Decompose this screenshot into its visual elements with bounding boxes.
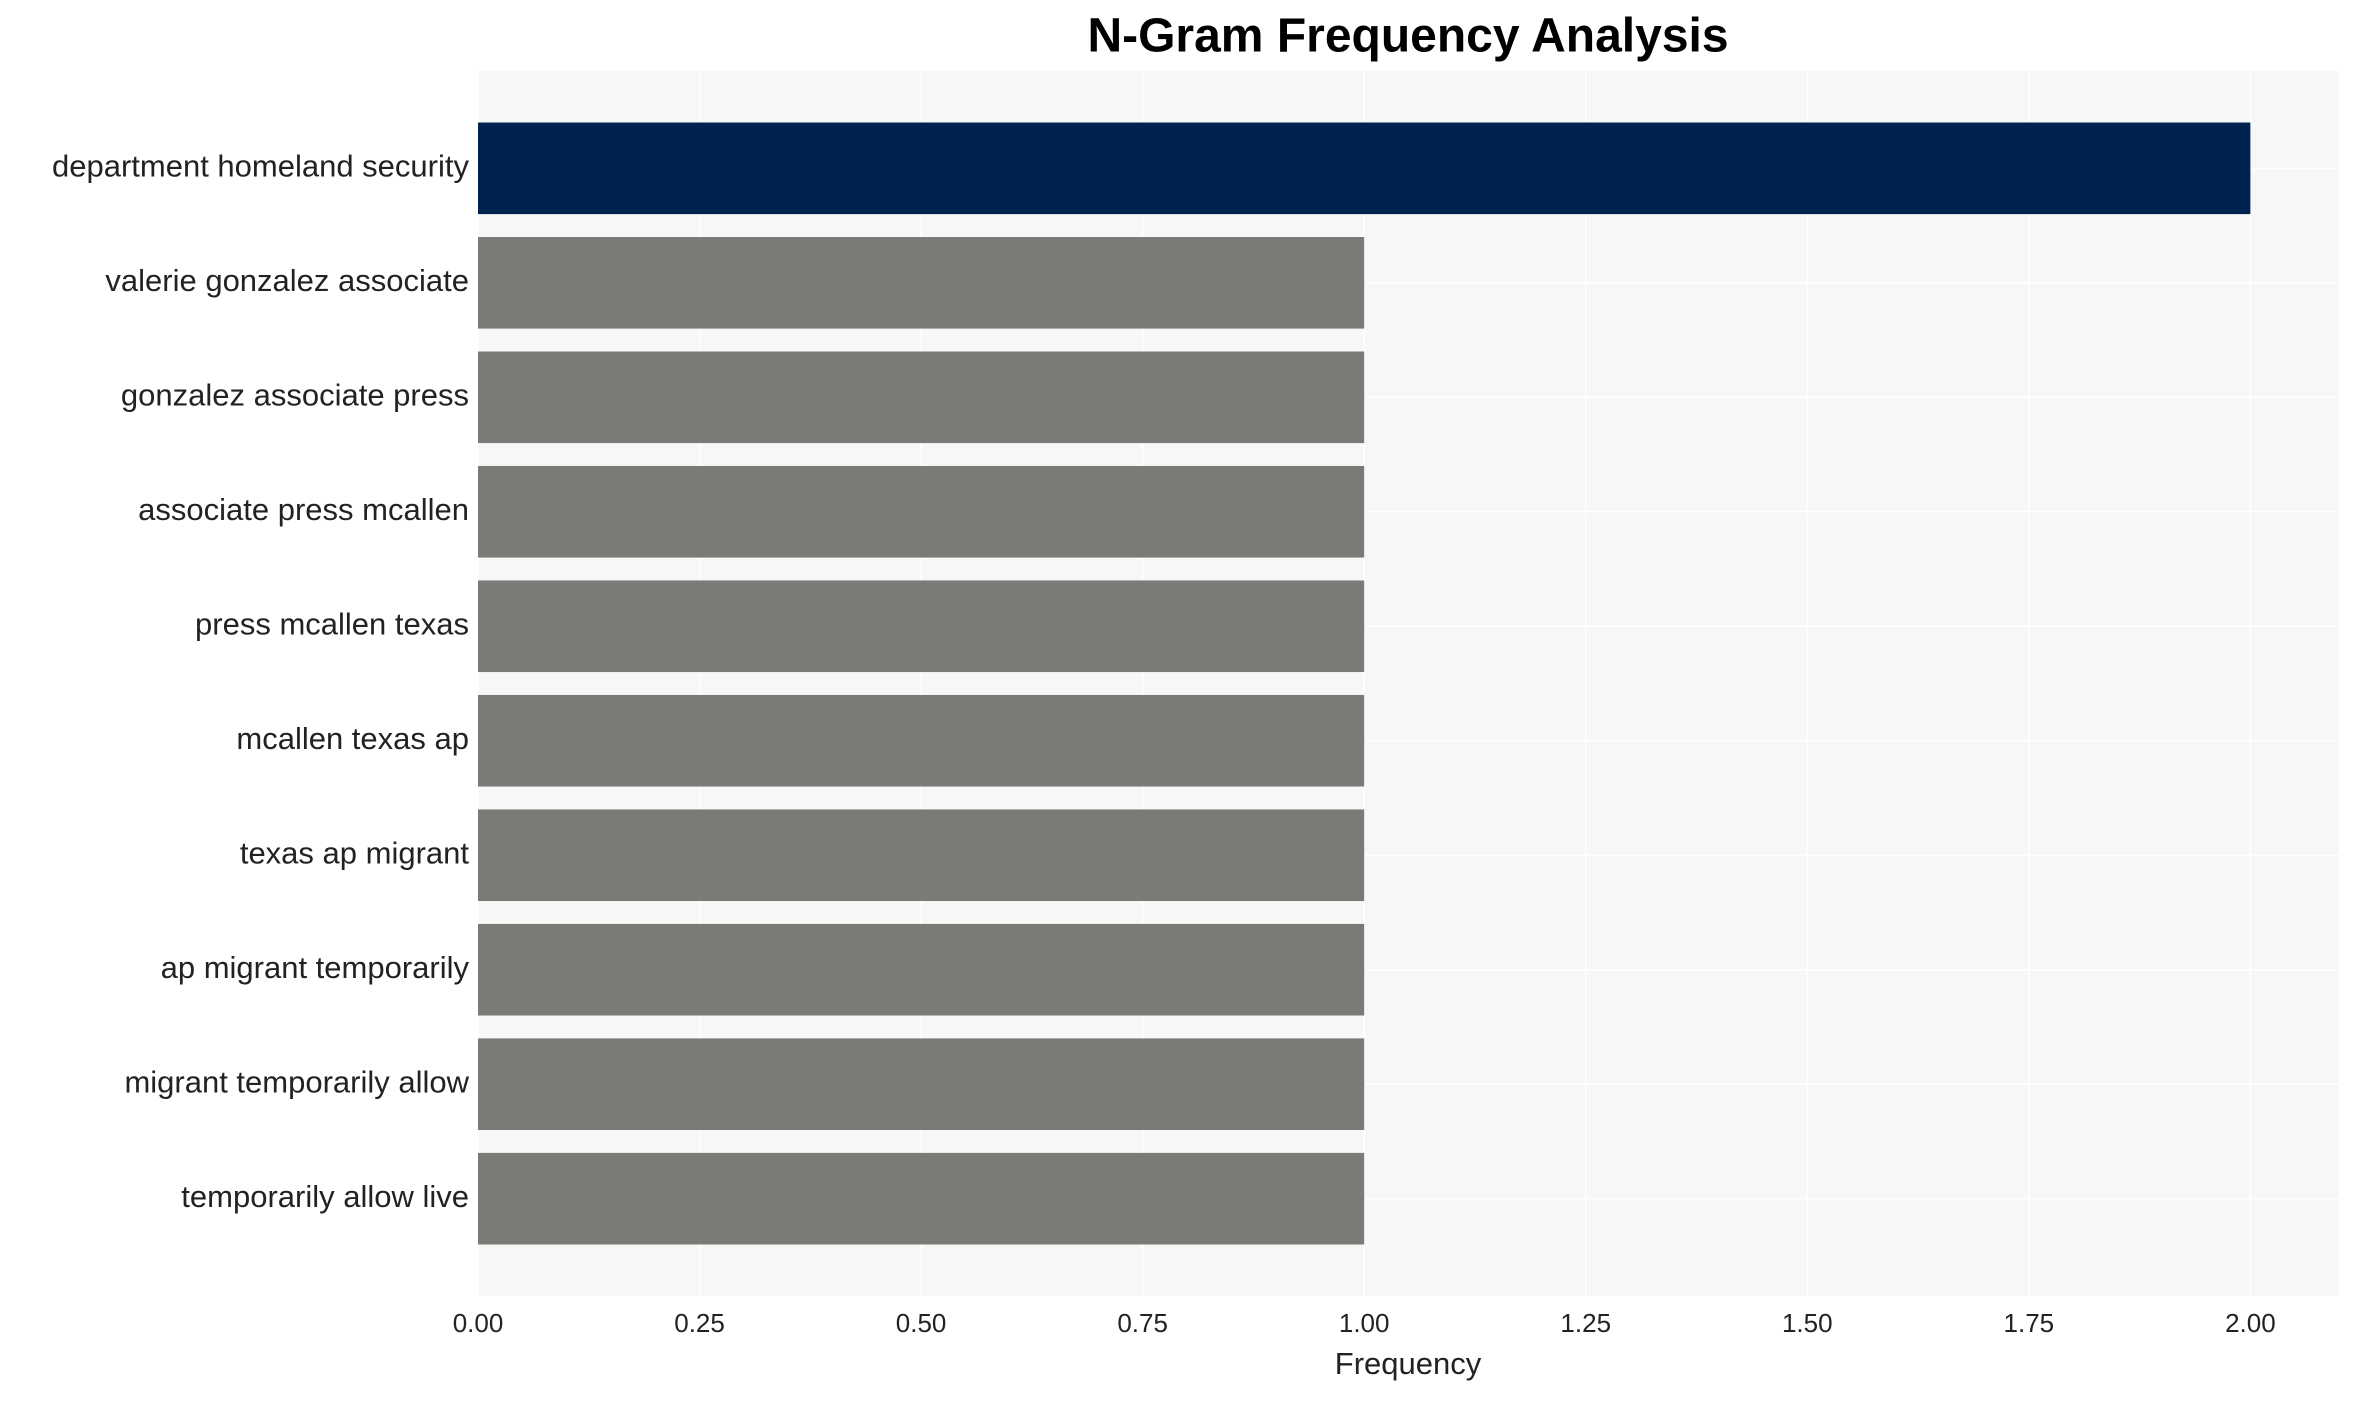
bar: [478, 923, 1365, 1016]
bar: [478, 694, 1365, 787]
x-tick-label: 0.75: [1117, 1308, 1168, 1338]
y-tick-label: migrant temporarily allow: [124, 1064, 469, 1099]
bar: [478, 809, 1365, 902]
y-tick-label: department homeland security: [52, 149, 470, 184]
y-tick-label: mcallen texas ap: [236, 721, 469, 756]
bar: [478, 1038, 1365, 1130]
bar: [478, 351, 1365, 444]
y-tick-label: valerie gonzalez associate: [105, 263, 469, 298]
bar: [478, 122, 2251, 215]
bar: [478, 237, 1365, 329]
x-tick-label: 1.50: [1782, 1308, 1833, 1338]
y-tick-label: gonzalez associate press: [121, 377, 469, 412]
bar: [478, 580, 1365, 673]
x-tick-label: 2.00: [2225, 1308, 2276, 1338]
x-axis-label: Frequency: [1335, 1346, 1482, 1381]
y-tick-label: texas ap migrant: [240, 835, 470, 870]
chart-title: N-Gram Frequency Analysis: [1087, 10, 1728, 63]
bar: [478, 1152, 1365, 1245]
x-tick-label: 1.25: [1560, 1308, 1611, 1338]
y-tick-label: ap migrant temporarily: [161, 950, 470, 985]
x-tick-label: 0.50: [896, 1308, 947, 1338]
x-tick-label: 0.00: [453, 1308, 504, 1338]
y-tick-label: press mcallen texas: [195, 606, 469, 641]
bar: [478, 465, 1365, 558]
y-tick-label: temporarily allow live: [181, 1179, 469, 1214]
x-tick-label: 0.25: [674, 1308, 725, 1338]
x-tick-label: 1.75: [2004, 1308, 2055, 1338]
x-tick-label: 1.00: [1339, 1308, 1390, 1338]
y-tick-label: associate press mcallen: [138, 492, 469, 527]
